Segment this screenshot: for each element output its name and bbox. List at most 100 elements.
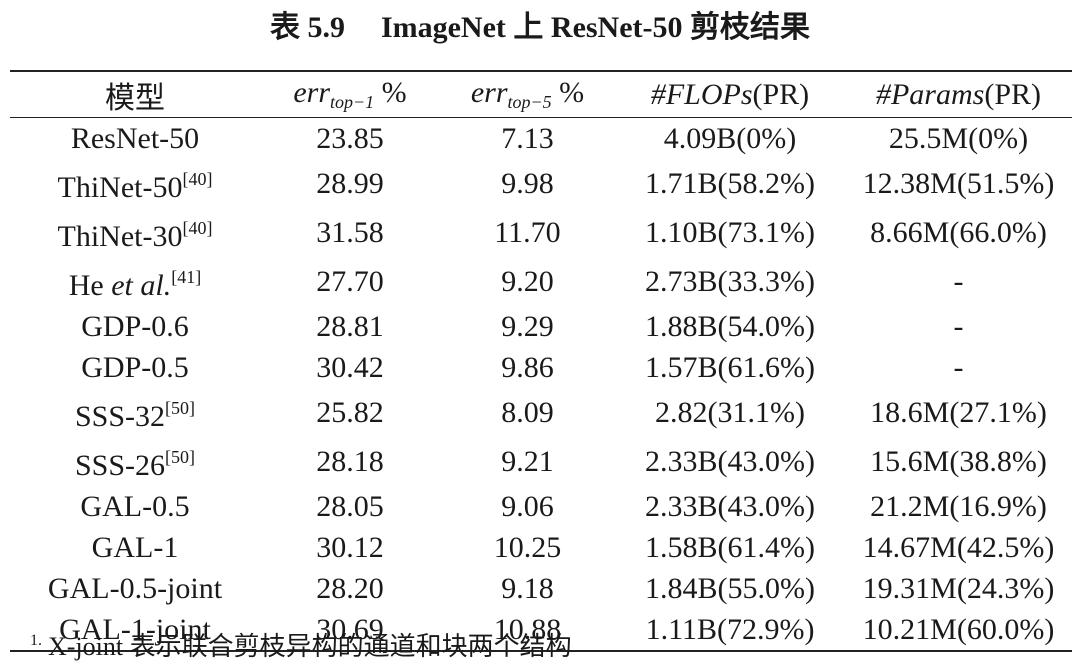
value-cell: 9.20 (501, 265, 554, 298)
value-cell: 28.18 (316, 445, 384, 478)
value-cell: 25.5M(0%) (888, 122, 1029, 155)
header-cell: errtop−5 % (440, 71, 615, 118)
model-cell: ThiNet-50[40] (10, 159, 260, 208)
text-segment: GAL-0.5 (80, 490, 190, 523)
header-cell: #FLOPs(PR) (615, 71, 845, 118)
value-cell: 27.70 (316, 265, 384, 298)
text-segment: GAL-1-joint (59, 613, 211, 646)
value-cell: 10.25 (493, 531, 562, 564)
value-cell: 1.58B(61.4%) (645, 531, 815, 564)
table-row: SSS-32[50] 25.82 8.09 2.82(31.1%) 18.6M(27.1… (10, 388, 1072, 437)
value-cell: 9.06 (501, 490, 554, 523)
footnote-mark: 1. (30, 632, 42, 649)
text-segment: GAL-0.5-joint (47, 572, 223, 605)
value-cell: 9.86 (501, 351, 554, 384)
header-cell: #Params(PR) (845, 71, 1072, 118)
header-cell: errtop−1 % (260, 71, 440, 118)
text-segment: [40] (182, 218, 213, 238)
table-row: ThiNet-50[40] 28.99 9.98 1.71B(58.2%) 12.38M… (10, 159, 1072, 208)
model-cell: ResNet-50 (10, 118, 260, 160)
text-segment: et al. (111, 269, 172, 302)
value-cell: 1.84B(55.0%) (645, 572, 815, 605)
value-cell: 25.82 (316, 396, 384, 429)
text-segment: 模型 (105, 81, 165, 115)
text-segment: err (470, 76, 508, 109)
text-segment: SSS-32 (74, 400, 166, 433)
model-cell: GAL-0.5-joint (10, 568, 260, 609)
value-cell: 10.21M(60.0%) (862, 613, 1055, 646)
model-cell: GAL-1 (10, 527, 260, 568)
table-row: SSS-26[50] 28.18 9.21 2.33B(43.0%) 15.6M(38.… (10, 437, 1072, 486)
value-cell: 2.33B(43.0%) (645, 490, 815, 523)
value-cell: 19.31M(24.3%) (862, 572, 1055, 605)
value-cell: 31.58 (316, 216, 384, 249)
table-row: GDP-0.5 30.42 9.86 1.57B(61.6%) - (10, 347, 1072, 388)
value-cell: 9.21 (501, 445, 554, 478)
table-label: 表 5.9 (269, 11, 345, 44)
value-cell: 1.88B(54.0%) (645, 310, 815, 343)
text-segment: [50] (165, 447, 196, 467)
header-cell: 模型 (10, 71, 260, 118)
value-cell: 1.57B(61.6%) (645, 351, 815, 384)
value-cell: 30.69 (316, 613, 384, 646)
text-segment: top−1 (330, 92, 375, 112)
value-cell: 7.13 (501, 122, 554, 155)
table-row: He et al.[41] 27.70 9.20 2.73B(33.3%) - (10, 257, 1072, 306)
value-cell: 1.11B(72.9%) (645, 613, 815, 646)
value-cell: 1.10B(73.1%) (645, 216, 815, 249)
value-cell: - (953, 265, 964, 298)
table-row: ResNet-50 23.85 7.13 4.09B(0%) 25.5M(0%) (10, 118, 1072, 160)
footnote-text: X-joint 表示联合剪枝异构的通道和块两个结构 (48, 632, 572, 661)
value-cell: 28.05 (316, 490, 384, 523)
result-table: 模型 errtop−1 % errtop−5 % #FLOPs(PR) #Params(… (10, 70, 1072, 652)
value-cell: 2.82(31.1%) (655, 396, 805, 429)
value-cell: 8.09 (501, 396, 554, 429)
text-segment: #FLOPs (650, 77, 753, 111)
value-cell: 28.99 (316, 167, 384, 200)
text-segment: SSS-26 (74, 449, 166, 482)
text-segment: [50] (165, 398, 196, 418)
title-text: ImageNet 上 ResNet-50 剪枝结果 (380, 11, 811, 44)
model-cell: SSS-32[50] (10, 388, 260, 437)
value-cell: 11.70 (494, 216, 561, 249)
text-segment: ResNet-50 (70, 122, 200, 155)
model-cell: GDP-0.5 (10, 347, 260, 388)
text-segment: (PR) (984, 77, 1042, 111)
text-segment: [40] (182, 169, 213, 189)
value-cell: 21.2M(16.9%) (870, 490, 1047, 523)
text-segment: ThiNet-50 (57, 171, 183, 204)
value-cell: 14.67M(42.5%) (862, 531, 1055, 564)
value-cell: 15.6M(38.8%) (870, 445, 1047, 478)
table-row: GAL-0.5-joint 28.20 9.18 1.84B(55.0%) 19.31M… (10, 568, 1072, 609)
value-cell: 10.88 (493, 613, 562, 646)
text-segment: (PR) (752, 77, 810, 111)
value-cell: 4.09B(0%) (663, 122, 797, 155)
text-segment: GAL-1 (91, 531, 179, 564)
table-row: GAL-1 30.12 10.25 1.58B(61.4%) 14.67M(42.5%) (10, 527, 1072, 568)
value-cell: - (953, 310, 964, 343)
model-cell: ThiNet-30[40] (10, 208, 260, 257)
model-cell: GAL-1-joint (10, 609, 260, 651)
value-cell: 9.98 (501, 167, 554, 200)
footnote: 1. X-joint 表示联合剪枝异构的通道和块两个结构 (30, 626, 572, 663)
text-segment: #Params (875, 77, 985, 111)
value-cell: - (953, 351, 964, 384)
text-segment: He (68, 269, 112, 302)
value-cell: 28.20 (316, 572, 384, 605)
value-cell: 9.29 (501, 310, 554, 343)
text-segment: top−5 (507, 92, 552, 112)
value-cell: 30.42 (316, 351, 384, 384)
text-segment: % (551, 76, 585, 109)
table-row: GAL-0.5 28.05 9.06 2.33B(43.0%) 21.2M(16.9%) (10, 486, 1072, 527)
value-cell: 9.18 (501, 572, 554, 605)
table-row: GAL-1-joint 30.69 10.88 1.11B(72.9%) 10.21M(… (10, 609, 1072, 651)
text-segment: % (374, 76, 407, 109)
value-cell: 2.73B(33.3%) (645, 265, 815, 298)
header-row: 模型 errtop−1 % errtop−5 % #FLOPs(PR) #Params(… (10, 71, 1072, 118)
text-segment: [41] (171, 267, 202, 287)
value-cell: 30.12 (316, 531, 384, 564)
table-row: ThiNet-30[40] 31.58 11.70 1.10B(73.1%) 8.66M… (10, 208, 1072, 257)
table-row: GDP-0.6 28.81 9.29 1.88B(54.0%) - (10, 306, 1072, 347)
model-cell: GAL-0.5 (10, 486, 260, 527)
